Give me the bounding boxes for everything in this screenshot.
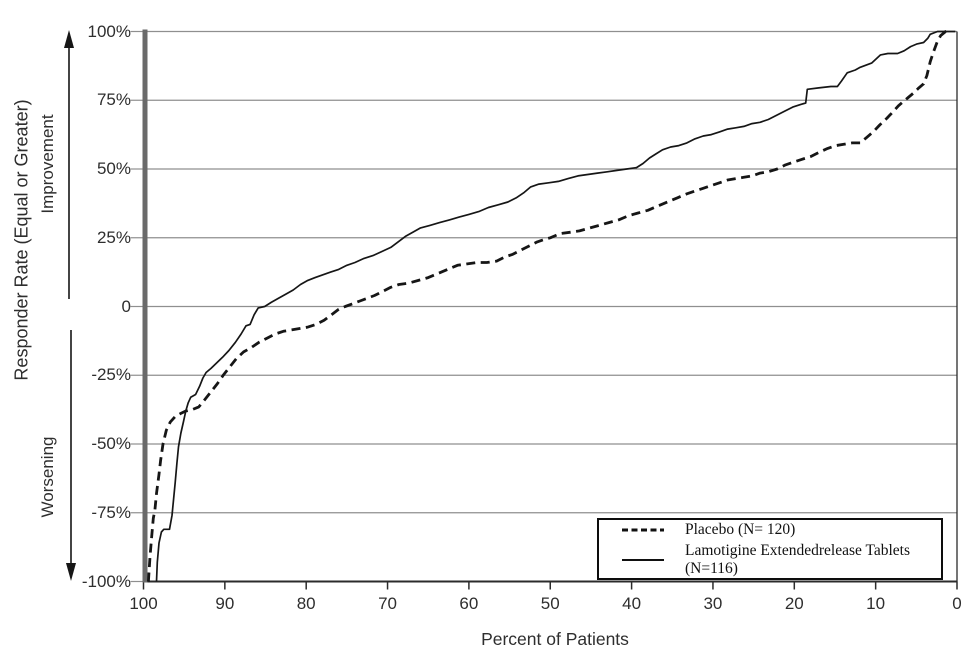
x-tick-label: 60	[459, 593, 479, 613]
y-tick-label: -75%	[91, 502, 131, 522]
y-tick-label: -25%	[91, 365, 131, 385]
x-tick-label: 40	[622, 593, 642, 613]
placebo-dashed-line-sample	[622, 528, 664, 531]
y-tick-label: 25%	[96, 227, 131, 247]
improvement-arrow-head-icon	[64, 30, 74, 48]
x-tick-label: 90	[215, 593, 235, 613]
x-axis-title: Percent of Patients	[481, 629, 629, 649]
legend-item-lamotrigine: Lamotigine Extendedrelease Tablets (N=11…	[621, 542, 941, 578]
x-tick-label: 0	[952, 593, 962, 613]
worsening-arrow-head-icon	[66, 563, 76, 581]
y-tick-label: 100%	[87, 21, 131, 41]
y-tick-label: 0	[121, 296, 131, 316]
y-tick-label: -50%	[91, 434, 131, 453]
legend-label-placebo: Placebo (N= 120)	[685, 520, 796, 538]
legend-item-placebo: Placebo (N= 120)	[621, 521, 941, 539]
x-tick-label: 100	[129, 593, 158, 613]
y-axis-label: Responder Rate (Equal or Greater)	[11, 99, 32, 381]
legend: Placebo (N= 120) Lamotigine Extendedrele…	[597, 518, 943, 580]
legend-label-lamotrigine: Lamotigine Extendedrelease Tablets (N=11…	[685, 541, 911, 577]
x-tick-label: 10	[866, 593, 886, 613]
y-tick-label: -100%	[81, 571, 131, 591]
y-tick-label: 75%	[96, 90, 131, 110]
lamotrigine-solid-line-sample	[622, 558, 664, 561]
x-tick-label: 50	[540, 593, 560, 613]
placebo-curve	[147, 30, 952, 582]
x-tick-label: 70	[378, 593, 397, 613]
x-tick-label: 30	[703, 593, 723, 613]
y-tick-label: 50%	[96, 159, 131, 178]
x-tick-label: 20	[784, 593, 804, 613]
lamotrigine-curve	[155, 30, 956, 582]
x-tick-label: 80	[296, 593, 316, 613]
